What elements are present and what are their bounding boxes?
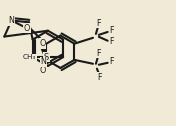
Text: O: O	[39, 66, 46, 75]
Text: F: F	[109, 57, 114, 66]
Text: N: N	[9, 16, 14, 25]
Text: F: F	[109, 26, 114, 35]
Text: O: O	[39, 39, 46, 48]
Text: S: S	[44, 53, 49, 62]
Text: F: F	[98, 73, 102, 82]
Text: N: N	[40, 57, 46, 66]
Text: O: O	[24, 24, 30, 33]
Text: CH₃: CH₃	[23, 54, 36, 60]
Text: F: F	[109, 37, 114, 46]
Text: F: F	[97, 49, 101, 57]
Text: F: F	[97, 19, 101, 28]
